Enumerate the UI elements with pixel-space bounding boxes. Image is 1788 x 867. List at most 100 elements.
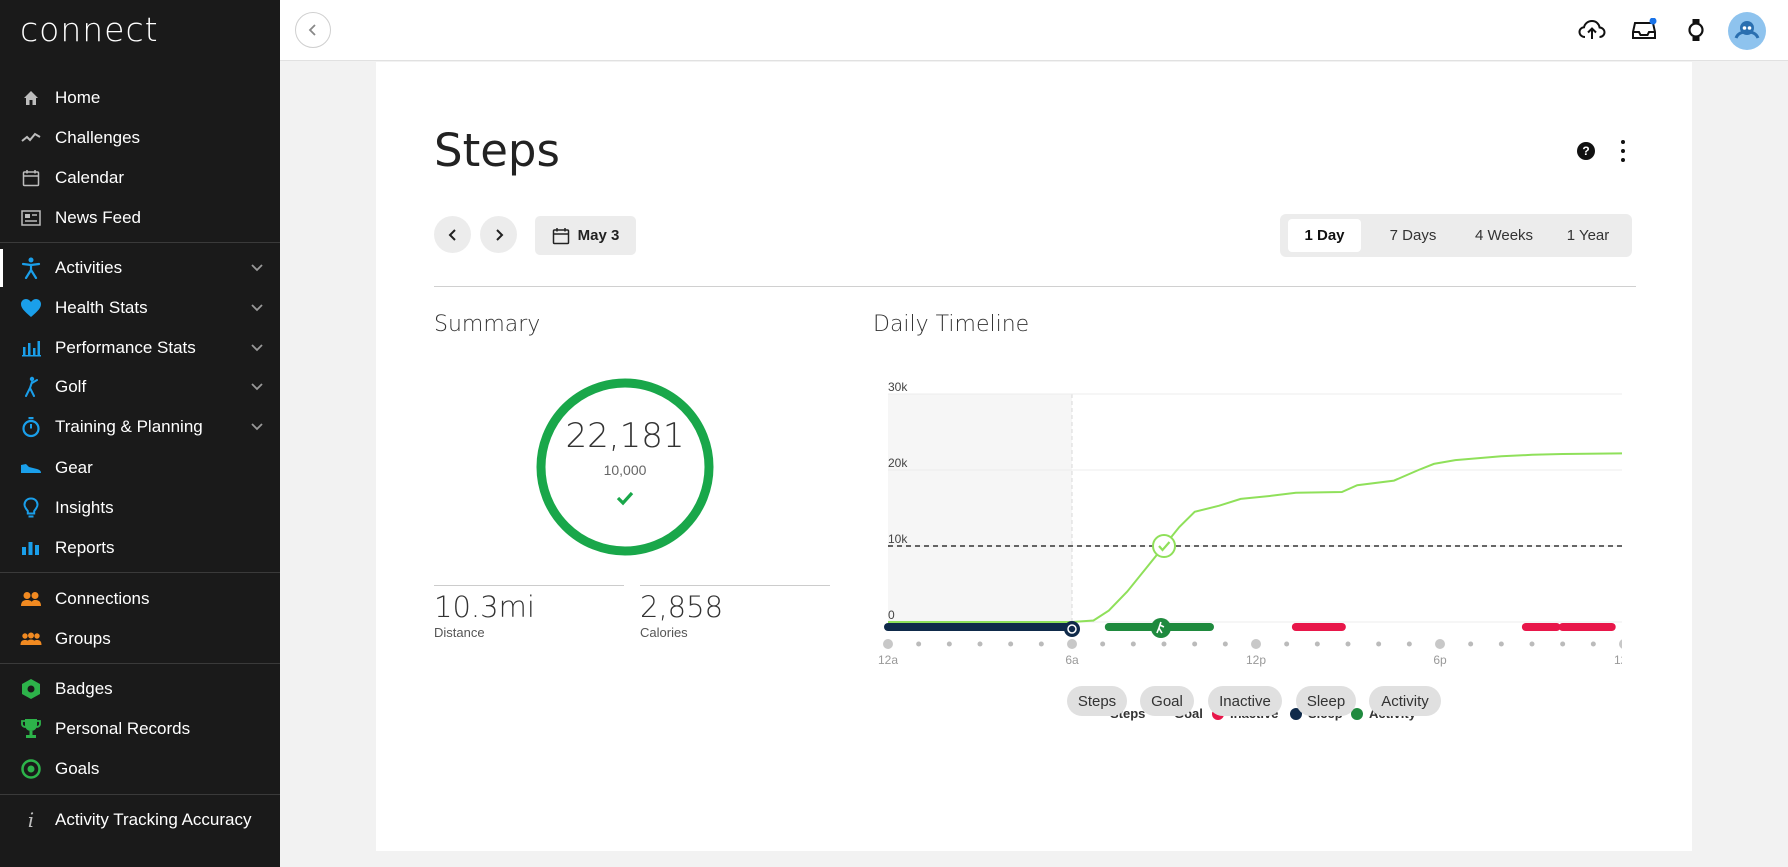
sidebar-item-badges[interactable]: Badges	[0, 670, 280, 708]
sidebar-item-personal-records[interactable]: Personal Records	[0, 710, 280, 748]
sidebar-item-label: Health Stats	[55, 298, 148, 317]
sidebar-item-news-feed[interactable]: News Feed	[0, 199, 280, 237]
chevron-down-icon[interactable]	[250, 301, 264, 315]
sidebar-item-connections[interactable]: Connections	[0, 580, 280, 618]
sidebar-item-label: Performance Stats	[55, 338, 196, 357]
chevron-down-icon[interactable]	[250, 261, 264, 275]
divider	[434, 286, 1636, 287]
daily-timeline-chart[interactable]: 0 10k 20k 30k 12a 6a 12p 6p 12a	[862, 372, 1622, 742]
date-picker-button[interactable]: May 3	[535, 216, 636, 255]
hour-dot	[916, 641, 922, 647]
sidebar-item-challenges[interactable]: Challenges	[0, 119, 280, 157]
chevron-left-icon	[448, 228, 456, 241]
sidebar-divider	[0, 663, 280, 664]
steps-line	[888, 452, 1622, 623]
steps-progress-ring	[536, 378, 714, 556]
filter-sleep-button[interactable]: Sleep	[1296, 686, 1356, 716]
hour-dot	[1284, 641, 1290, 647]
sidebar-item-calendar[interactable]: Calendar	[0, 159, 280, 197]
range-4-weeks[interactable]: 4 Weeks	[1474, 227, 1534, 244]
goal-met-check-icon	[616, 491, 634, 506]
avatar[interactable]	[1728, 12, 1766, 50]
timeline-title: Daily Timeline	[873, 312, 1030, 337]
stopwatch-icon	[19, 415, 43, 439]
walk-figure	[1156, 621, 1165, 634]
badge-icon	[19, 677, 43, 701]
chevron-left-icon	[308, 24, 316, 36]
previous-date-button[interactable]	[434, 216, 471, 253]
filter-inactive-button[interactable]: Inactive	[1208, 686, 1282, 716]
x-tick-label: 6p	[1433, 653, 1447, 667]
filter-activity-button[interactable]: Activity	[1369, 686, 1441, 716]
y-tick-label: 0	[888, 608, 895, 622]
sidebar-item-insights[interactable]: Insights	[0, 489, 280, 527]
activities-icon	[19, 256, 43, 280]
chevron-right-icon	[495, 228, 503, 241]
sidebar-item-activity-tracking-accuracy[interactable]: i Activity Tracking Accuracy	[0, 801, 280, 839]
calendar-icon	[552, 227, 569, 244]
upload-icon[interactable]	[1578, 16, 1606, 44]
inbox-icon[interactable]	[1630, 16, 1658, 44]
next-date-button[interactable]	[480, 216, 517, 253]
filter-goal-button[interactable]: Goal	[1140, 686, 1194, 716]
sidebar-item-label: Activity Tracking Accuracy	[55, 810, 252, 829]
sidebar-item-goals[interactable]: Goals	[0, 750, 280, 788]
hour-dot	[977, 641, 983, 647]
chevron-down-icon[interactable]	[250, 341, 264, 355]
sidebar-divider	[0, 242, 280, 243]
heart-icon	[19, 296, 43, 320]
sidebar-item-performance-stats[interactable]: Performance Stats	[0, 329, 280, 367]
watch-icon[interactable]	[1682, 16, 1710, 44]
summary-title: Summary	[434, 312, 541, 337]
alarm-icon	[1067, 624, 1077, 634]
hour-dot	[1345, 641, 1351, 647]
steps-total: 22,181	[565, 416, 685, 456]
range-1-day[interactable]: 1 Day	[1288, 219, 1361, 252]
sidebar-item-label: Badges	[55, 679, 113, 698]
help-icon[interactable]: ?	[1577, 142, 1595, 160]
sidebar-item-training-planning[interactable]: Training & Planning	[0, 408, 280, 446]
sidebar-item-label: Home	[55, 88, 101, 107]
steps-goal: 10,000	[603, 462, 647, 478]
more-options-icon[interactable]	[1619, 140, 1627, 162]
distance-label: Distance	[434, 625, 485, 640]
hour-dot	[1590, 641, 1596, 647]
sidebar-item-health-stats[interactable]: Health Stats	[0, 289, 280, 327]
sidebar-item-label: Personal Records	[55, 719, 191, 738]
filter-steps-button[interactable]: Steps	[1067, 686, 1127, 716]
sidebar-item-reports[interactable]: Reports	[0, 529, 280, 567]
chevron-down-icon[interactable]	[250, 380, 264, 394]
collapse-sidebar-button[interactable]	[295, 12, 331, 48]
x-tick-label: 6a	[1065, 653, 1079, 667]
sidebar-item-golf[interactable]: Golf	[0, 368, 280, 406]
groups-icon	[19, 627, 43, 651]
sidebar-item-activities[interactable]: Activities	[0, 249, 280, 287]
range-1-year[interactable]: 1 Year	[1566, 227, 1610, 244]
sidebar-item-label: Calendar	[55, 168, 124, 187]
hour-dot	[1038, 641, 1044, 647]
date-label: May 3	[577, 227, 620, 244]
hour-dot	[1222, 641, 1228, 647]
top-bar	[280, 0, 1788, 61]
sidebar-divider	[0, 794, 280, 795]
chevron-down-icon[interactable]	[250, 420, 264, 434]
news-feed-icon	[19, 206, 43, 230]
y-tick-label: 10k	[888, 532, 908, 546]
home-icon	[19, 86, 43, 110]
x-tick-label: 12p	[1246, 653, 1266, 667]
hour-dot	[1251, 639, 1261, 649]
sidebar-item-groups[interactable]: Groups	[0, 620, 280, 658]
hour-dot	[1560, 641, 1566, 647]
brand-logo[interactable]: connect	[20, 10, 159, 49]
range-7-days[interactable]: 7 Days	[1389, 227, 1437, 244]
hour-dot	[946, 641, 952, 647]
trophy-icon	[19, 717, 43, 741]
activity-dot-icon	[1351, 707, 1363, 720]
range-selector: 1 Day 7 Days 4 Weeks 1 Year	[1280, 214, 1632, 257]
sidebar-item-gear[interactable]: Gear	[0, 449, 280, 487]
sidebar-item-home[interactable]: Home	[0, 79, 280, 117]
hour-dot	[1376, 641, 1382, 647]
golf-icon	[19, 375, 43, 399]
distance-stat: 10.3mi Distance	[434, 585, 624, 640]
sidebar-item-label: Gear	[55, 458, 93, 477]
